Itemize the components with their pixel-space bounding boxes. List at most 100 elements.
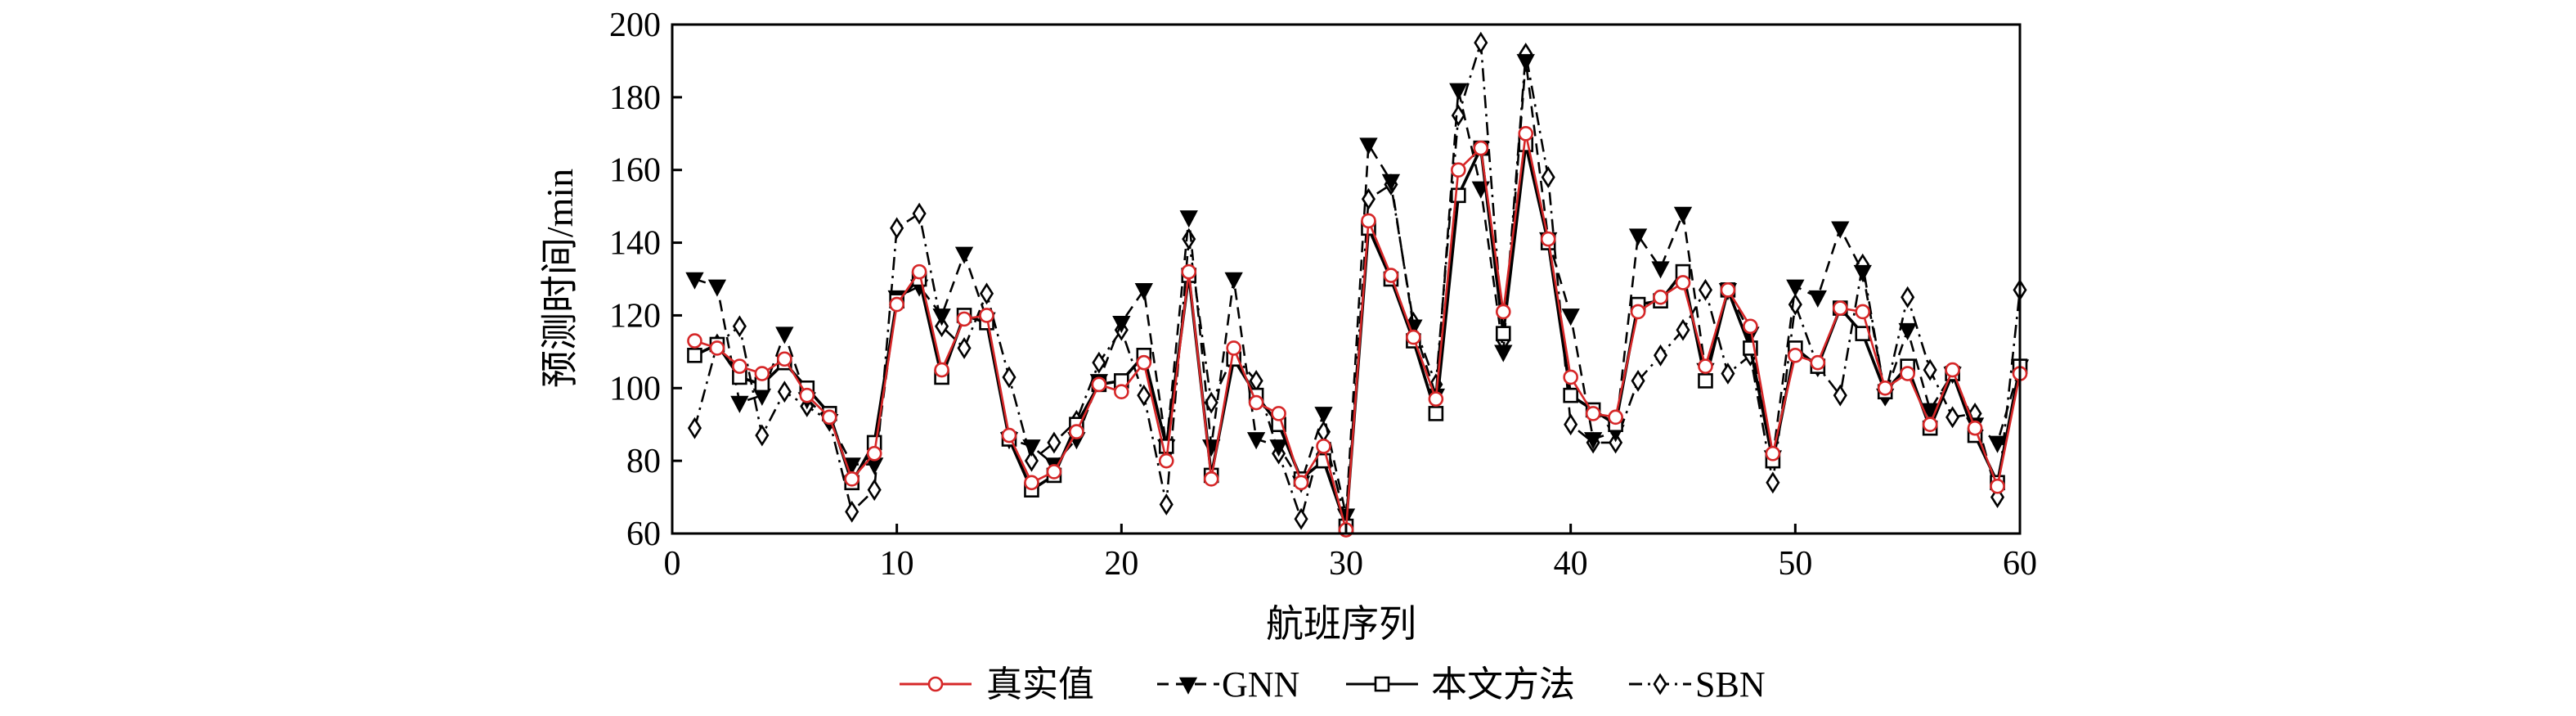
y-tick-label: 60 <box>626 516 661 553</box>
data-point <box>1112 316 1131 334</box>
data-point <box>1788 347 1803 363</box>
data-point <box>1451 162 1466 178</box>
data-point <box>927 676 944 692</box>
data-point <box>1001 427 1017 444</box>
data-point <box>1159 493 1174 516</box>
data-point <box>842 457 861 475</box>
data-point <box>777 351 792 367</box>
data-point <box>1451 104 1465 127</box>
data-point <box>1990 478 2005 494</box>
data-point <box>1047 431 1061 454</box>
data-point <box>1246 432 1266 450</box>
data-point <box>1022 439 1041 457</box>
data-point <box>1810 354 1826 371</box>
data-point <box>732 315 747 338</box>
data-point <box>755 424 770 447</box>
data-point <box>1248 394 1264 411</box>
data-point <box>1271 406 1286 421</box>
data-point <box>1182 227 1196 250</box>
data-point <box>687 347 702 363</box>
data-point <box>1294 507 1308 530</box>
data-point <box>911 263 927 280</box>
data-point <box>1855 304 1871 320</box>
data-point <box>1024 475 1039 491</box>
data-point <box>1114 384 1129 400</box>
data-point <box>1473 140 1489 156</box>
data-point <box>709 340 725 356</box>
data-point <box>867 479 882 502</box>
legend-item: SBN <box>1629 664 1766 705</box>
data-point <box>1541 166 1555 189</box>
data-point <box>1653 344 1668 367</box>
data-point <box>1203 471 1219 487</box>
data-point <box>1224 272 1243 290</box>
data-point <box>1494 344 1513 363</box>
data-point <box>1134 283 1153 301</box>
data-point <box>1179 210 1198 228</box>
data-point <box>1583 432 1603 450</box>
data-point <box>1853 264 1872 282</box>
data-point <box>1651 261 1670 279</box>
data-point <box>1900 366 1915 381</box>
x-tick-label: 10 <box>880 545 914 583</box>
data-point <box>979 282 994 305</box>
y-tick-label: 160 <box>609 152 661 190</box>
data-point <box>1516 54 1535 72</box>
legend-item: 真实值 <box>900 664 1094 705</box>
data-point <box>956 311 972 327</box>
data-point <box>1226 340 1241 356</box>
data-point <box>730 395 749 413</box>
data-point <box>1676 318 1690 341</box>
series-line <box>693 41 2022 524</box>
data-point <box>1091 376 1107 393</box>
data-point <box>1563 369 1578 385</box>
data-point <box>1495 304 1511 320</box>
data-point <box>687 333 702 349</box>
data-point <box>1631 369 1645 392</box>
data-point <box>954 246 974 264</box>
data-point <box>912 202 927 225</box>
data-point <box>1765 445 1781 462</box>
data-point <box>1024 449 1039 472</box>
data-point <box>979 308 994 323</box>
data-point <box>1158 453 1174 469</box>
data-point <box>687 417 702 439</box>
y-axis-title: 预测时间/min <box>539 169 581 388</box>
data-point <box>1609 431 1623 454</box>
data-point <box>1314 407 1333 425</box>
y-tick-label: 100 <box>609 370 661 408</box>
data-point <box>1383 268 1399 283</box>
series-0 <box>687 125 2028 538</box>
data-point <box>1831 221 1850 239</box>
data-point <box>1046 464 1062 480</box>
y-tick-label: 80 <box>626 443 661 480</box>
data-point <box>934 362 949 378</box>
data-point <box>1743 318 1758 335</box>
series-3 <box>687 31 2027 534</box>
data-point <box>1269 439 1288 457</box>
data-point <box>866 445 882 462</box>
data-point <box>890 217 904 240</box>
data-point <box>799 387 815 403</box>
legend-item: GNN <box>1157 664 1299 705</box>
x-tick-label: 40 <box>1554 545 1588 583</box>
x-tick-label: 60 <box>2003 545 2037 583</box>
data-point <box>707 279 727 297</box>
data-point <box>1786 279 1805 297</box>
data-point <box>1474 31 1488 54</box>
data-point <box>1540 231 1556 247</box>
legend: 真实值 GNN 本文方法 SBN <box>900 664 1766 705</box>
data-point <box>1561 308 1580 326</box>
data-point <box>1002 366 1016 389</box>
y-tick-label: 140 <box>609 225 661 263</box>
data-point <box>1451 187 1466 204</box>
data-point <box>1374 676 1390 692</box>
legend-label: 本文方法 <box>1431 664 1575 705</box>
data-point <box>685 272 704 290</box>
data-point <box>1449 83 1468 101</box>
data-point <box>1675 275 1691 290</box>
data-point <box>889 296 904 313</box>
data-point <box>932 308 951 326</box>
data-point <box>1898 322 1917 340</box>
